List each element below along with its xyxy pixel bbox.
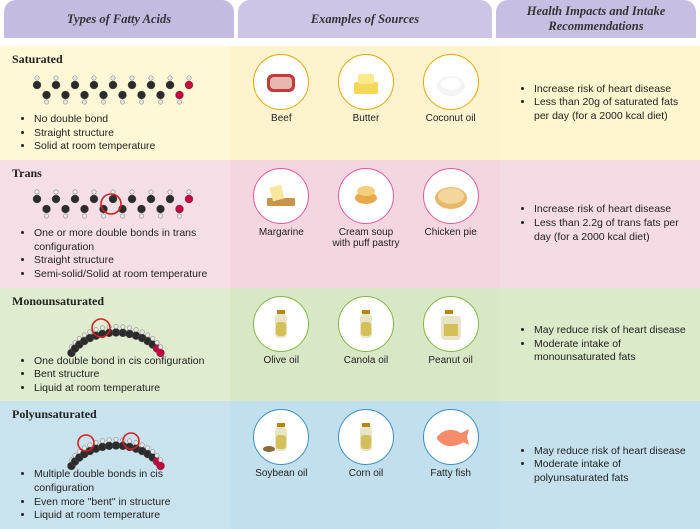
source-label: Margarine [259, 227, 304, 238]
health-bullet: Increase risk of heart disease [534, 203, 690, 217]
source-label: Soybean oil [255, 468, 307, 479]
source-item: Canola oil [331, 296, 401, 366]
type-title: Polyunsaturated [12, 407, 220, 422]
source-label: Beef [271, 113, 292, 124]
row-trans: Trans One or more double bonds in trans c… [0, 160, 700, 288]
health-cell: May reduce risk of heart diseaseModerate… [500, 288, 700, 402]
sources-cell: Beef Butter Coconut oil [230, 46, 500, 160]
bullet: One or more double bonds in trans config… [34, 227, 220, 254]
molecule-straight [31, 73, 201, 107]
source-item: Corn oil [331, 409, 401, 479]
type-bullets: One double bond in cis configurationBent… [12, 355, 220, 396]
bullet: Solid at room temperature [34, 140, 220, 154]
fatty-acids-table: Types of Fatty Acids Examples of Sources… [0, 0, 700, 529]
health-cell: Increase risk of heart diseaseLess than … [500, 160, 700, 288]
type-cell: Trans One or more double bonds in trans c… [0, 160, 230, 288]
health-bullets: May reduce risk of heart diseaseModerate… [512, 324, 690, 365]
health-bullets: May reduce risk of heart diseaseModerate… [512, 445, 690, 486]
source-label: Canola oil [344, 355, 388, 366]
type-bullets: One or more double bonds in trans config… [12, 227, 220, 282]
source-label: Peanut oil [428, 355, 472, 366]
bullet: Bent structure [34, 368, 220, 382]
bullet: No double bond [34, 113, 220, 127]
source-item: Butter [331, 54, 401, 124]
source-label: Butter [353, 113, 380, 124]
bottle-icon [338, 296, 394, 352]
source-item: Cream soup with puff pastry [331, 168, 401, 249]
pie-icon [423, 168, 479, 224]
sources-cell: Olive oil Canola oil Peanut oil [230, 288, 500, 402]
bullet: Even more "bent" in structure [34, 496, 220, 510]
bullet: Straight structure [34, 254, 220, 268]
health-bullet: Less than 20g of saturated fats per day … [534, 96, 690, 123]
health-bullet: May reduce risk of heart disease [534, 324, 690, 338]
source-item: Coconut oil [416, 54, 486, 124]
sources-cell: Soybean oil Corn oil Fatty fish [230, 401, 500, 529]
bullet: Multiple double bonds in cis configurati… [34, 468, 220, 495]
bullet: One double bond in cis configuration [34, 355, 220, 369]
source-item: Soybean oil [246, 409, 316, 479]
health-bullets: Increase risk of heart diseaseLess than … [512, 203, 690, 244]
source-item: Chicken pie [416, 168, 486, 238]
bottle-icon [338, 409, 394, 465]
health-bullet: Moderate intake of monounsaturated fats [534, 338, 690, 365]
molecule-straight-ring [31, 187, 201, 221]
health-cell: May reduce risk of heart diseaseModerate… [500, 401, 700, 529]
source-label: Olive oil [264, 355, 300, 366]
type-cell: Monounsaturated One double bond in cis co… [0, 288, 230, 402]
source-label: Coconut oil [426, 113, 476, 124]
source-item: Beef [246, 54, 316, 124]
header-sources: Examples of Sources [238, 0, 492, 38]
header-row: Types of Fatty Acids Examples of Sources… [0, 0, 700, 38]
type-cell: Saturated No double bondStraight structur… [0, 46, 230, 160]
source-label: Corn oil [349, 468, 383, 479]
type-bullets: No double bondStraight structureSolid at… [12, 113, 220, 154]
bullet: Straight structure [34, 127, 220, 141]
jug-icon [423, 296, 479, 352]
source-label: Chicken pie [425, 227, 477, 238]
health-bullet: Increase risk of heart disease [534, 83, 690, 97]
source-item: Peanut oil [416, 296, 486, 366]
butter-icon [338, 54, 394, 110]
header-types: Types of Fatty Acids [4, 0, 234, 38]
row-monounsaturated: Monounsaturated One double bond in cis co… [0, 288, 700, 402]
type-title: Trans [12, 166, 220, 181]
health-bullet: May reduce risk of heart disease [534, 445, 690, 459]
source-label: Cream soup with puff pastry [331, 227, 401, 249]
type-title: Monounsaturated [12, 294, 220, 309]
bottle-icon [253, 296, 309, 352]
bottle-seeds-icon [253, 409, 309, 465]
source-item: Fatty fish [416, 409, 486, 479]
bullet: Liquid at room temperature [34, 509, 220, 523]
health-bullet: Moderate intake of polyunsaturated fats [534, 458, 690, 485]
molecule-bent-two [31, 428, 201, 462]
sources-cell: Margarine Cream soup with puff pastry Chic… [230, 160, 500, 288]
row-saturated: Saturated No double bondStraight structur… [0, 46, 700, 160]
row-polyunsaturated: Polyunsaturated Multiple double bonds in … [0, 401, 700, 529]
health-cell: Increase risk of heart diseaseLess than … [500, 46, 700, 160]
source-item: Margarine [246, 168, 316, 238]
type-bullets: Multiple double bonds in cis configurati… [12, 468, 220, 523]
health-bullets: Increase risk of heart diseaseLess than … [512, 83, 690, 124]
health-bullet: Less than 2.2g of trans fats per day (fo… [534, 217, 690, 244]
type-cell: Polyunsaturated Multiple double bonds in … [0, 401, 230, 529]
margarine-icon [253, 168, 309, 224]
source-label: Fatty fish [430, 468, 471, 479]
beef-icon [253, 54, 309, 110]
bullet: Semi-solid/Solid at room temperature [34, 268, 220, 282]
fish-icon [423, 409, 479, 465]
coconut-icon [423, 54, 479, 110]
molecule-bent-one [31, 315, 201, 349]
header-health: Health Impacts and Intake Recommendation… [496, 0, 696, 38]
type-title: Saturated [12, 52, 220, 67]
source-item: Olive oil [246, 296, 316, 366]
soup-icon [338, 168, 394, 224]
bullet: Liquid at room temperature [34, 382, 220, 396]
